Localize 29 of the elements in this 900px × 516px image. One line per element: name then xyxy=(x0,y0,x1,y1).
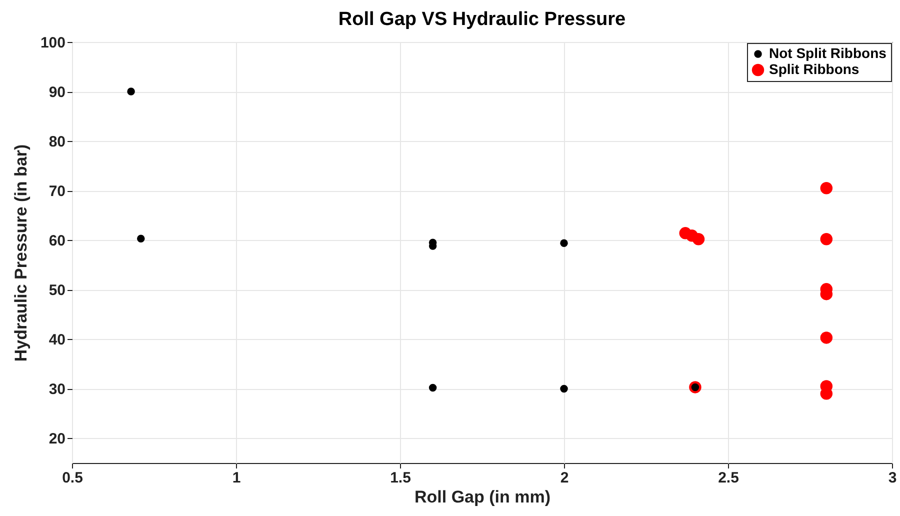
legend-label: Not Split Ribbons xyxy=(769,45,887,61)
y-tick-label: 100 xyxy=(40,34,66,52)
point xyxy=(428,384,437,392)
y-tick-label: 80 xyxy=(48,134,66,151)
point xyxy=(820,332,833,344)
x-tick-label: 1 xyxy=(232,470,241,486)
point xyxy=(127,88,135,96)
y-tick-label: 40 xyxy=(48,332,66,349)
x-tick-label: 2.5 xyxy=(718,470,739,486)
y-tick-label: 70 xyxy=(48,183,66,200)
y-tick-label: 50 xyxy=(48,282,66,300)
y-tick-label: 90 xyxy=(48,84,66,102)
point xyxy=(692,233,705,246)
chart-title: Roll Gap VS Hydraulic Pressure xyxy=(338,9,626,30)
y-tick-label: 60 xyxy=(48,232,66,250)
point xyxy=(137,234,145,242)
x-tick-label: 3 xyxy=(888,470,897,486)
y-axis-title: Hydraulic Pressure (in bar) xyxy=(11,144,30,362)
y-tick-label: 30 xyxy=(48,381,66,398)
x-tick-label: 2 xyxy=(560,470,569,486)
y-tick-label: 20 xyxy=(48,430,66,448)
x-tick-label: 0.5 xyxy=(62,470,83,486)
point xyxy=(820,182,833,194)
legend-label: Split Ribbons xyxy=(769,61,860,77)
point xyxy=(560,384,568,393)
point xyxy=(560,239,568,247)
x-axis-title: Roll Gap (in mm) xyxy=(414,488,550,506)
x-tick-label: 1.5 xyxy=(390,470,411,486)
point xyxy=(820,233,833,246)
